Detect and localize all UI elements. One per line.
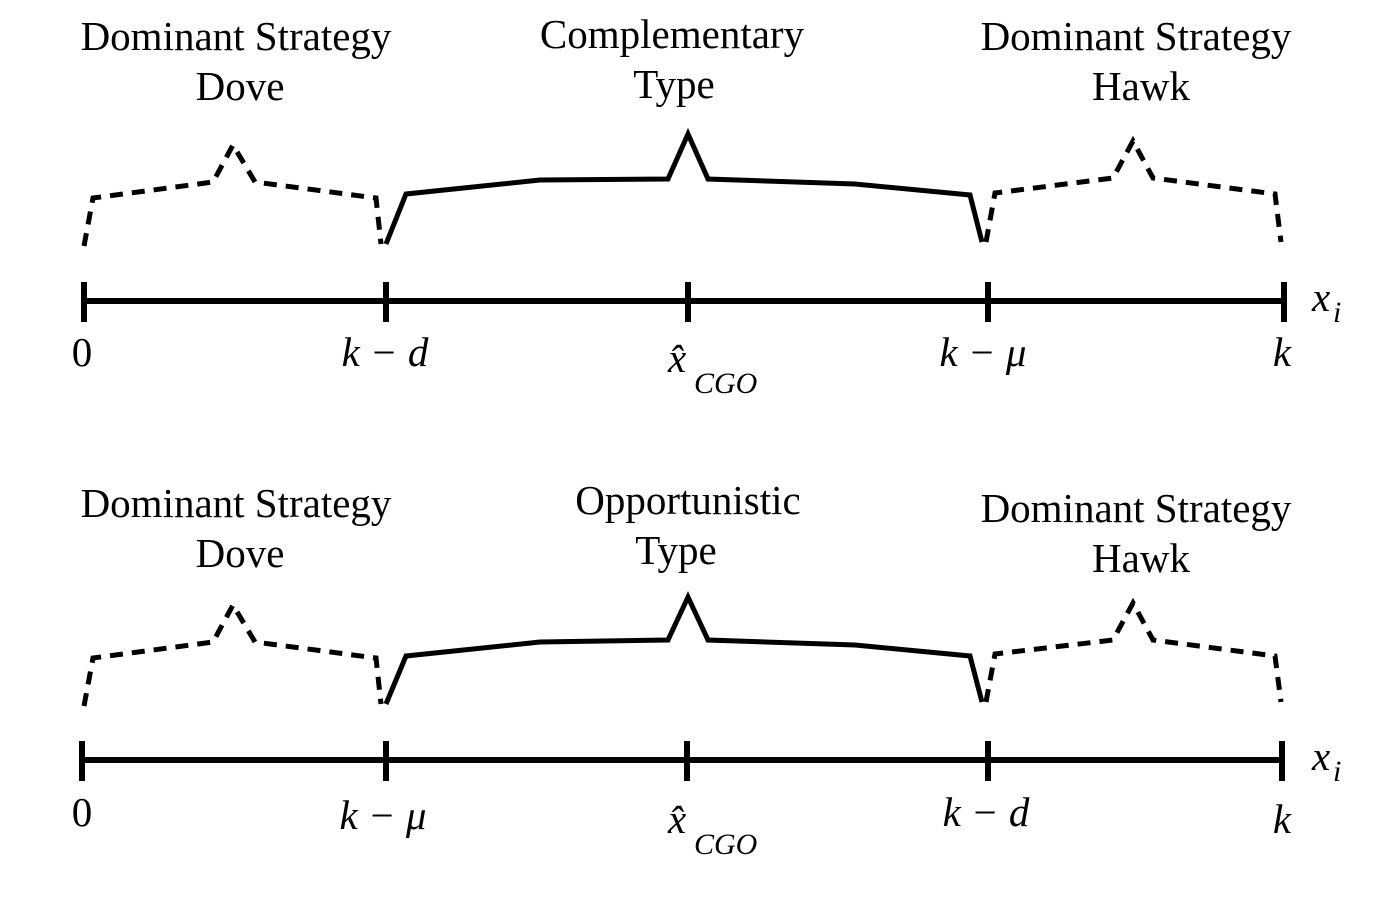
axis-variable-subscript: i	[1333, 296, 1341, 329]
tick-label-4: k	[1273, 329, 1292, 375]
region-label-dove-line2: Dove	[196, 63, 285, 109]
tick-label-3: k − d	[943, 789, 1030, 835]
brace-hawk	[983, 135, 1284, 243]
axis-variable-subscript: i	[1333, 755, 1341, 788]
tick-label-0: 0	[72, 789, 93, 835]
tick-label-2-subscript: CGO	[694, 828, 757, 861]
region-label-dove-line1: Dominant Strategy	[81, 13, 392, 59]
brace-dove	[81, 599, 384, 707]
region-label-middle-line2: Type	[635, 527, 716, 573]
region-label-hawk-line1: Dominant Strategy	[981, 13, 1292, 59]
region-label-dove-line1: Dominant Strategy	[81, 480, 392, 526]
tick-label-1: k − μ	[340, 792, 427, 838]
brace-hawk	[983, 597, 1284, 703]
brace-dove	[81, 139, 384, 247]
region-label-middle-line1: Opportunistic	[575, 477, 800, 523]
tick-label-2: x̂	[667, 796, 686, 842]
tick-label-3: k − μ	[940, 329, 1027, 375]
axis-variable-label: x	[1311, 733, 1330, 779]
brace-middle	[383, 127, 985, 245]
brace-middle	[383, 591, 985, 705]
panel-complementary: Dominant Strategy Dove Complementary Typ…	[72, 11, 1342, 400]
region-label-hawk-line1: Dominant Strategy	[981, 485, 1292, 531]
region-label-dove-line2: Dove	[196, 530, 285, 576]
axis-variable-label: x	[1311, 274, 1330, 320]
region-label-hawk-line2: Hawk	[1092, 63, 1190, 109]
tick-label-0: 0	[72, 329, 93, 375]
region-label-middle-line2: Type	[633, 61, 714, 107]
region-label-hawk-line2: Hawk	[1092, 535, 1190, 581]
panel-opportunistic: Dominant Strategy Dove Opportunistic Typ…	[72, 477, 1342, 861]
tick-label-2: x̂	[667, 335, 686, 381]
tick-label-2-subscript: CGO	[694, 367, 757, 400]
tick-label-4: k	[1273, 796, 1292, 842]
region-label-middle-line1: Complementary	[540, 11, 805, 57]
tick-label-1: k − d	[342, 329, 429, 375]
